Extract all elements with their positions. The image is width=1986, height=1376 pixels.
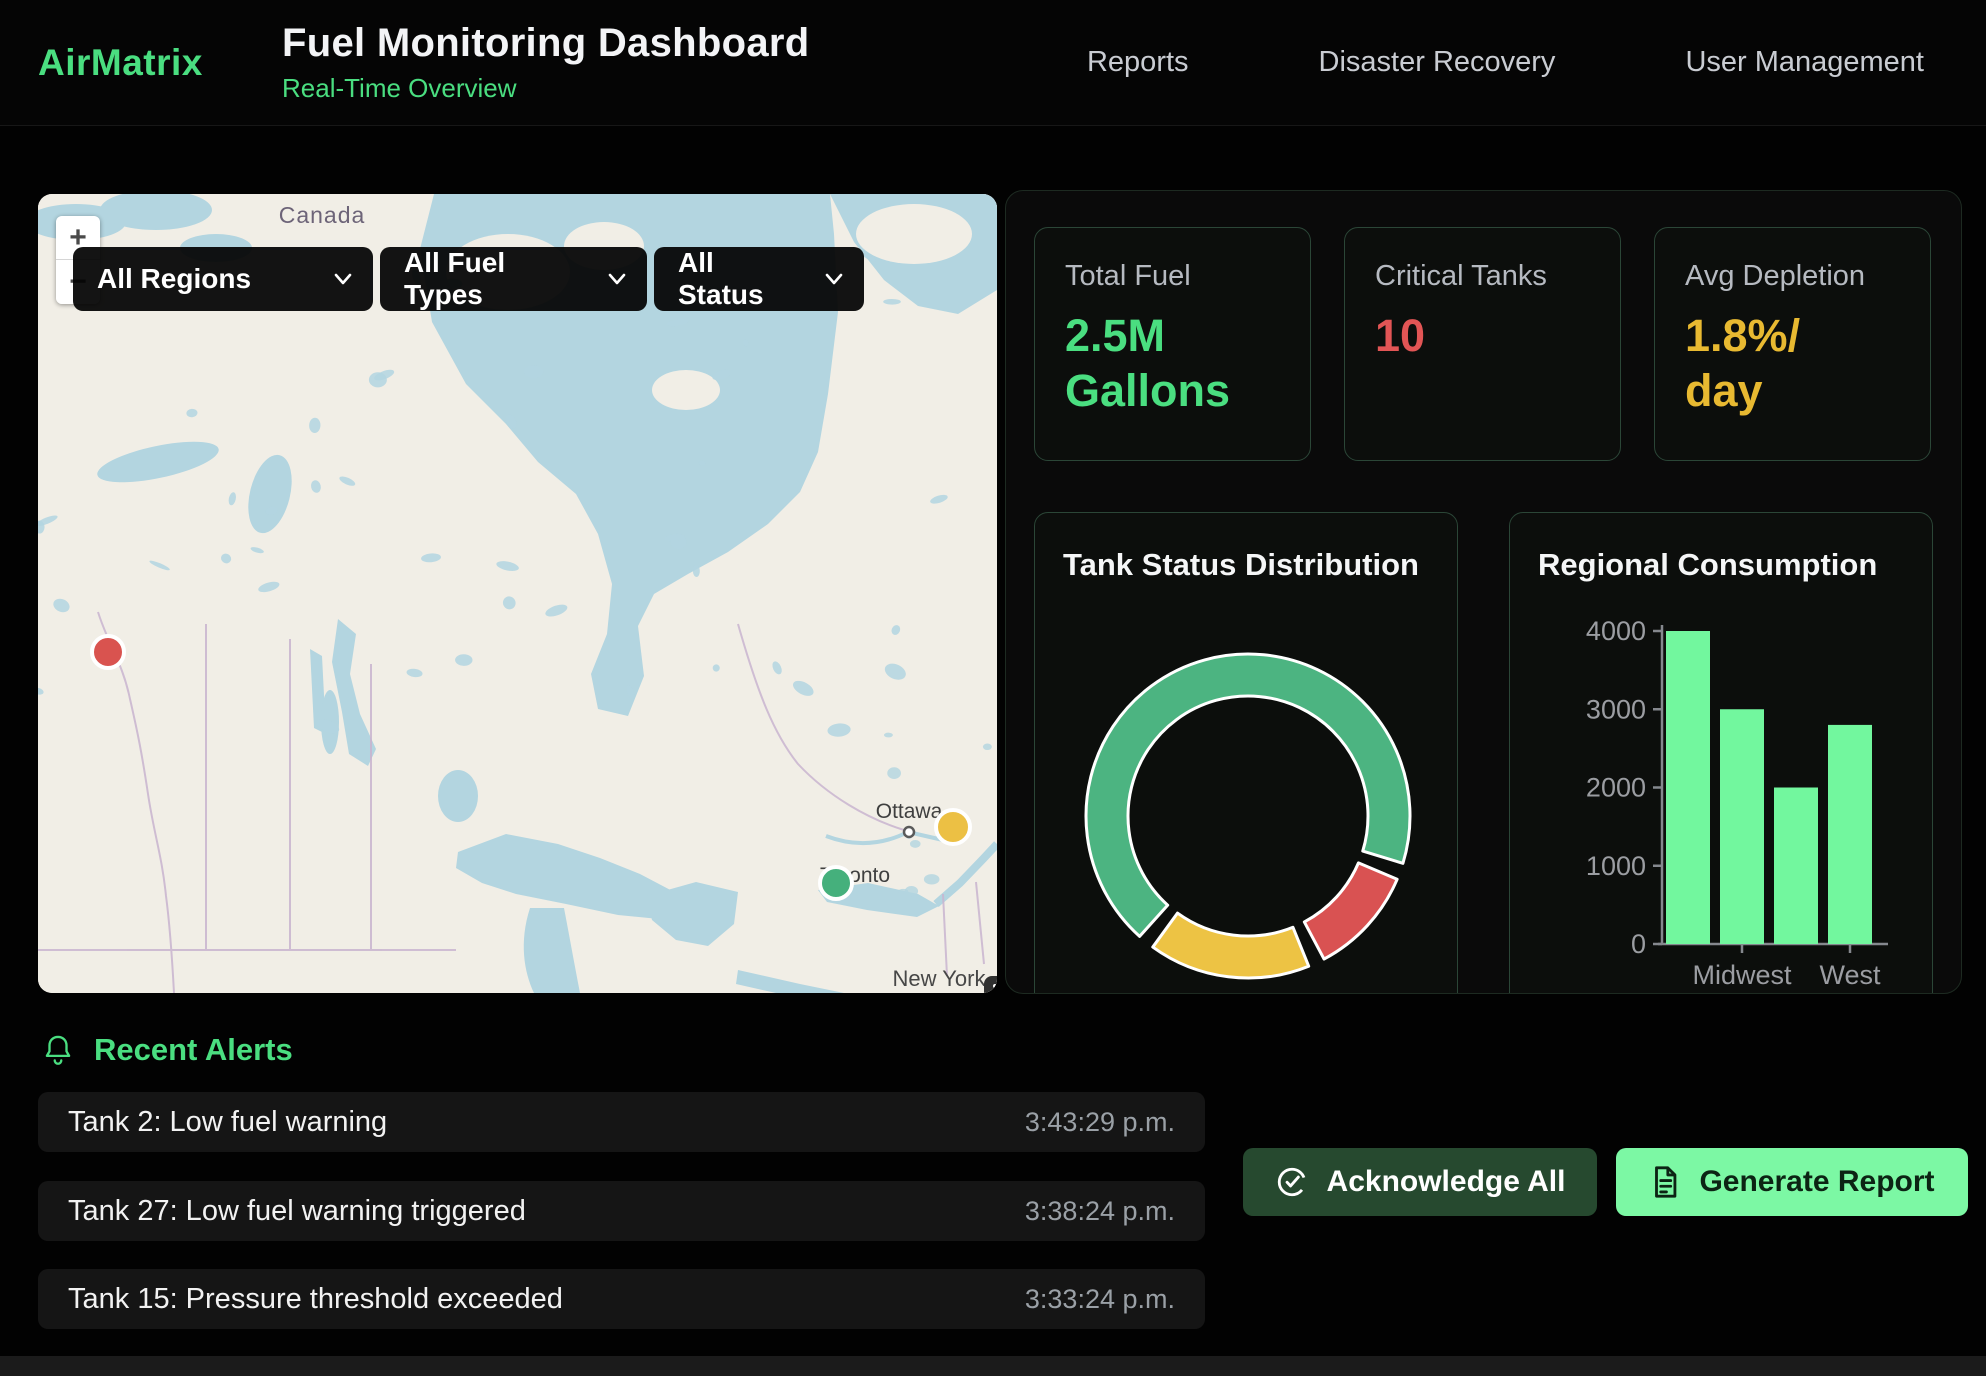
page-subtitle: Real-Time Overview: [282, 73, 809, 104]
alert-timestamp: 3:43:29 p.m.: [1025, 1107, 1175, 1138]
alert-message: Tank 27: Low fuel warning triggered: [68, 1195, 526, 1228]
nav-item-reports[interactable]: Reports: [1087, 46, 1189, 79]
map-label-canada: Canada: [279, 202, 366, 228]
regional-consumption-card: Regional Consumption 01000200030004000Mi…: [1509, 512, 1933, 994]
status-filter-select[interactable]: All Status: [654, 247, 864, 311]
consumption-bar: [1774, 788, 1818, 945]
top-navigation: Reports Disaster Recovery User Managemen…: [1087, 46, 1924, 79]
alert-timestamp: 3:38:24 p.m.: [1025, 1196, 1175, 1227]
tank-status-donut-chart: [1035, 513, 1459, 994]
alert-row: Tank 27: Low fuel warning triggered 3:38…: [38, 1181, 1205, 1241]
region-filter-select[interactable]: All Regions: [73, 247, 373, 311]
region-filter-value: All Regions: [97, 263, 251, 295]
chevron-down-icon: [607, 272, 627, 286]
tank-map[interactable]: Canada Ottawa Toronto New York + − All R…: [38, 194, 997, 993]
stat-value: 1.8%/ day: [1685, 309, 1900, 419]
chevron-down-icon: [333, 272, 353, 286]
bottom-scrollbar-strip[interactable]: [0, 1356, 1986, 1376]
svg-text:Midwest: Midwest: [1692, 960, 1792, 990]
stat-value: 2.5M Gallons: [1065, 309, 1280, 419]
alert-message: Tank 2: Low fuel warning: [68, 1106, 387, 1139]
stat-cards-row: Total Fuel 2.5M Gallons Critical Tanks 1…: [1034, 227, 1933, 461]
map-label-new-york: New York: [893, 966, 987, 991]
fuel-monitoring-dashboard: AirMatrix Fuel Monitoring Dashboard Real…: [0, 0, 1986, 1376]
stat-card-critical-tanks: Critical Tanks 10: [1344, 227, 1621, 461]
title-block: Fuel Monitoring Dashboard Real-Time Over…: [282, 21, 809, 104]
brand-logo: AirMatrix: [38, 42, 282, 84]
donut-segment-critical: [1304, 863, 1397, 959]
stat-card-total-fuel: Total Fuel 2.5M Gallons: [1034, 227, 1311, 461]
tank-marker-warning[interactable]: [936, 810, 970, 844]
svg-text:3000: 3000: [1586, 694, 1646, 724]
stat-label: Avg Depletion: [1685, 260, 1900, 293]
alert-row: Tank 2: Low fuel warning 3:43:29 p.m.: [38, 1092, 1205, 1152]
fuel-type-filter-value: All Fuel Types: [404, 247, 589, 311]
alert-timestamp: 3:33:24 p.m.: [1025, 1284, 1175, 1315]
map-label-ottawa: Ottawa: [876, 800, 943, 823]
svg-text:1000: 1000: [1586, 851, 1646, 881]
recent-alerts-title: Recent Alerts: [94, 1032, 293, 1068]
stat-card-avg-depletion: Avg Depletion 1.8%/ day: [1654, 227, 1931, 461]
nav-item-user-management[interactable]: User Management: [1685, 46, 1924, 79]
consumption-bar: [1720, 709, 1764, 944]
bell-icon: [42, 1033, 74, 1067]
tank-marker-critical[interactable]: [92, 636, 124, 668]
metrics-panel: Total Fuel 2.5M Gallons Critical Tanks 1…: [1005, 190, 1962, 994]
check-circle-icon: [1275, 1165, 1309, 1199]
generate-report-label: Generate Report: [1699, 1165, 1934, 1199]
svg-text:2000: 2000: [1586, 773, 1646, 803]
alert-row: Tank 15: Pressure threshold exceeded 3:3…: [38, 1269, 1205, 1329]
document-icon: [1649, 1165, 1681, 1199]
acknowledge-all-label: Acknowledge All: [1327, 1165, 1566, 1199]
svg-text:West: West: [1819, 960, 1881, 990]
donut-segment-warning: [1153, 913, 1309, 978]
stat-value: 10: [1375, 309, 1590, 364]
top-header: AirMatrix Fuel Monitoring Dashboard Real…: [0, 0, 1986, 126]
tank-status-distribution-card: Tank Status Distribution: [1034, 512, 1458, 994]
fuel-type-filter-select[interactable]: All Fuel Types: [380, 247, 647, 311]
acknowledge-all-button[interactable]: Acknowledge All: [1243, 1148, 1597, 1216]
map-filter-bar: All Regions All Fuel Types All Status: [73, 247, 864, 311]
map-canvas[interactable]: Canada Ottawa Toronto New York: [38, 194, 997, 993]
recent-alerts-heading: Recent Alerts: [42, 1032, 293, 1068]
charts-row: Tank Status Distribution Regional Consum…: [1034, 512, 1933, 994]
stat-label: Critical Tanks: [1375, 260, 1590, 293]
page-title: Fuel Monitoring Dashboard: [282, 21, 809, 66]
alert-message: Tank 15: Pressure threshold exceeded: [68, 1283, 563, 1316]
map-resize-handle[interactable]: [984, 976, 997, 993]
svg-text:4000: 4000: [1586, 616, 1646, 646]
generate-report-button[interactable]: Generate Report: [1616, 1148, 1968, 1216]
nav-item-disaster-recovery[interactable]: Disaster Recovery: [1319, 46, 1556, 79]
ottawa-town-dot-icon: [904, 827, 914, 837]
tank-marker-normal[interactable]: [820, 867, 852, 899]
consumption-bar: [1666, 631, 1710, 944]
svg-text:0: 0: [1631, 929, 1646, 959]
stat-label: Total Fuel: [1065, 260, 1280, 293]
chevron-down-icon: [824, 272, 844, 286]
consumption-bar: [1828, 725, 1872, 944]
regional-consumption-bar-chart: 0 1000 2000 3000 4000 Midwest West: [1510, 513, 1934, 994]
status-filter-value: All Status: [678, 247, 806, 311]
